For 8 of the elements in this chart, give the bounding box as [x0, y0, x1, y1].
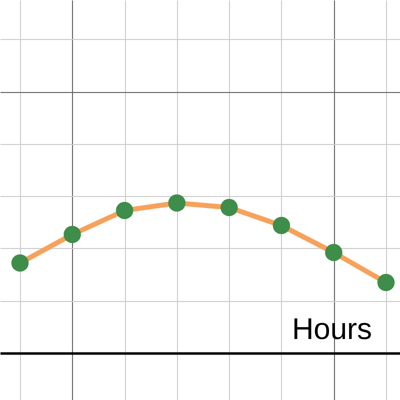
point: [272, 216, 290, 234]
point: [116, 202, 134, 220]
point: [64, 226, 81, 244]
point: [220, 198, 238, 216]
point: [168, 194, 186, 212]
point: [377, 274, 395, 292]
point: [11, 254, 29, 272]
point: [325, 244, 342, 262]
